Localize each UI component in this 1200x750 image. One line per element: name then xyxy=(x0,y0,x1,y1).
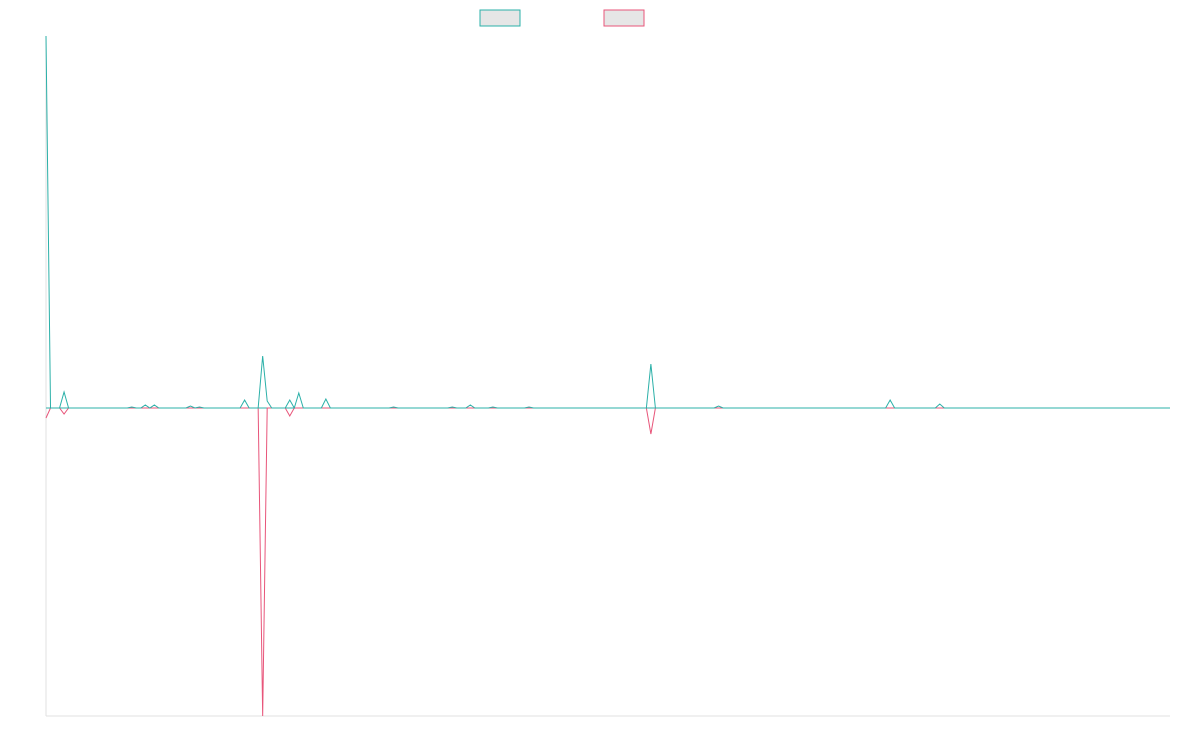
series-line xyxy=(45,35,1170,410)
legend-swatch xyxy=(479,9,521,27)
legend-swatch xyxy=(603,9,645,27)
series-line xyxy=(45,407,1170,717)
